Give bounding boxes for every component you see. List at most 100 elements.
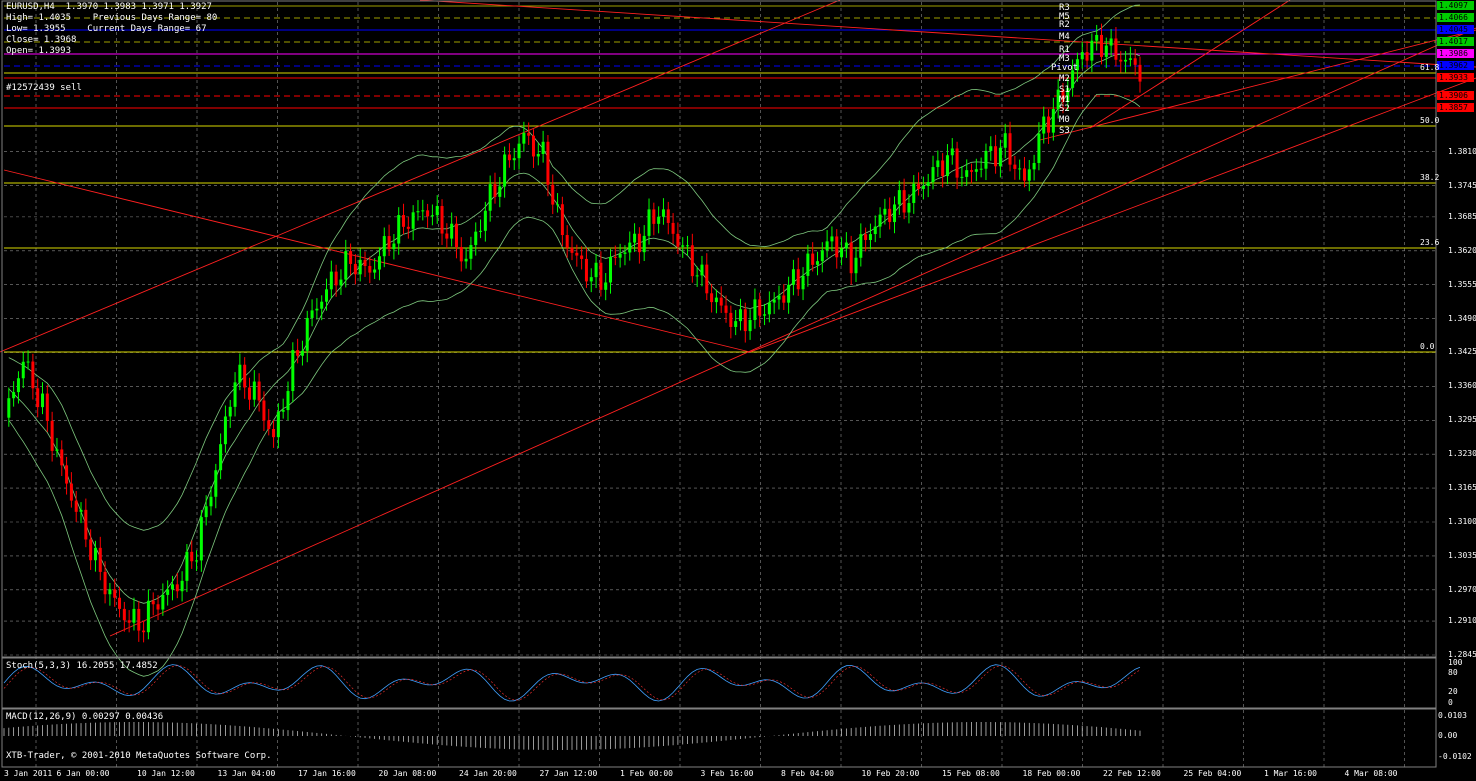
candle-body — [594, 262, 598, 278]
candle-body — [1008, 133, 1012, 165]
price-tag: 1.4097 — [1437, 1, 1474, 10]
candle-body — [55, 449, 59, 451]
candle-body — [108, 589, 112, 595]
fib-level-label: 0.0 — [1420, 342, 1435, 351]
candle-body — [584, 258, 588, 282]
pivot-label: R2 — [1059, 20, 1070, 30]
candle-body — [1133, 58, 1137, 65]
stoch-main-line — [3, 664, 1141, 702]
macd-panel-border — [1, 708, 1437, 768]
price-axis-label: 1.3295 — [1448, 415, 1476, 425]
price-axis-label: 1.3620 — [1448, 245, 1476, 255]
candle-body — [974, 169, 978, 172]
candle-body — [214, 470, 218, 497]
candle-body — [883, 208, 887, 215]
candle-body — [503, 154, 507, 187]
candle-body — [349, 251, 353, 264]
candle-body — [74, 500, 78, 512]
candle-body — [979, 168, 983, 170]
candle-body — [122, 608, 126, 621]
candle-body — [406, 226, 410, 229]
trend-line — [1039, 29, 1476, 141]
candle-body — [464, 258, 468, 262]
candle-body — [623, 252, 627, 254]
candle-body — [151, 600, 155, 605]
candle-body — [146, 600, 150, 633]
candle-body — [801, 275, 805, 290]
candle-body — [498, 186, 502, 197]
candle-body — [970, 170, 974, 172]
candle-body — [878, 214, 882, 227]
pivot-label: M5 — [1059, 12, 1070, 22]
candle-body — [580, 255, 584, 259]
price-tag: 1.3857 — [1437, 103, 1474, 112]
candle-body — [1090, 40, 1094, 61]
candle-body — [185, 551, 189, 581]
candle-body — [45, 393, 49, 421]
candle-body — [522, 132, 526, 144]
candle-body — [527, 132, 531, 136]
band-lower — [8, 93, 1141, 677]
candle-body — [156, 604, 160, 610]
candle-body — [811, 253, 815, 265]
candle-body — [690, 245, 694, 277]
close-line: Close= 1.3968 — [6, 35, 77, 45]
candle-body — [41, 393, 45, 408]
date-axis-label: 1 Mar 16:00 — [1264, 769, 1317, 778]
candle-body — [26, 361, 30, 363]
stoch-panel-border — [1, 657, 1437, 709]
candle-body — [320, 301, 324, 309]
candle-body — [955, 148, 959, 178]
candle-body — [965, 170, 969, 177]
candle-body — [300, 350, 304, 356]
candle-body — [488, 184, 492, 211]
candle-body — [763, 314, 767, 316]
candle-body — [859, 234, 863, 258]
candle-body — [912, 183, 916, 204]
candle-body — [440, 206, 444, 234]
candle-body — [921, 185, 925, 189]
candle-body — [815, 261, 819, 265]
candle-body — [84, 509, 88, 540]
candle-body — [642, 235, 646, 253]
candle-body — [1104, 45, 1108, 57]
candle-body — [960, 176, 964, 178]
candle-body — [1109, 38, 1113, 46]
candle-body — [941, 160, 945, 177]
pivot-label: M0 — [1059, 115, 1070, 125]
candle-body — [570, 247, 574, 253]
candle-body — [1042, 116, 1046, 134]
candle-body — [1066, 87, 1070, 102]
low-line: Low= 1.3955 Current Days Range= 67 — [6, 24, 207, 34]
trend-line — [3, 169, 751, 353]
price-axis-label: 1.3490 — [1448, 313, 1476, 323]
candle-body — [180, 580, 184, 592]
candle-body — [1018, 168, 1022, 170]
candle-body — [628, 242, 632, 253]
trend-lines — [0, 0, 1476, 637]
candle-body — [1061, 89, 1065, 102]
candle-body — [1051, 109, 1055, 133]
candle-body — [113, 589, 117, 598]
candle-body — [315, 308, 319, 311]
price-tag: 1.3986 — [1437, 49, 1474, 58]
candle-body — [541, 141, 545, 155]
candle-body — [618, 253, 622, 258]
panel-frames — [1, 0, 1437, 768]
candle-body — [647, 209, 651, 236]
candle-body — [840, 248, 844, 258]
candle-body — [565, 235, 569, 248]
stochastic-panel — [3, 664, 1141, 702]
candle-body — [93, 547, 97, 561]
date-axis-label: 15 Feb 08:00 — [942, 769, 1000, 778]
candle-body — [382, 236, 386, 257]
candle-body — [893, 204, 897, 223]
candle-body — [536, 154, 540, 157]
candle-body — [397, 215, 401, 244]
band-middle — [8, 53, 1141, 604]
date-axis-label: 10 Feb 20:00 — [861, 769, 920, 778]
candle-body — [483, 210, 487, 231]
date-axis-label: 6 Jan 00:00 — [56, 769, 110, 778]
candle-body — [368, 265, 372, 273]
